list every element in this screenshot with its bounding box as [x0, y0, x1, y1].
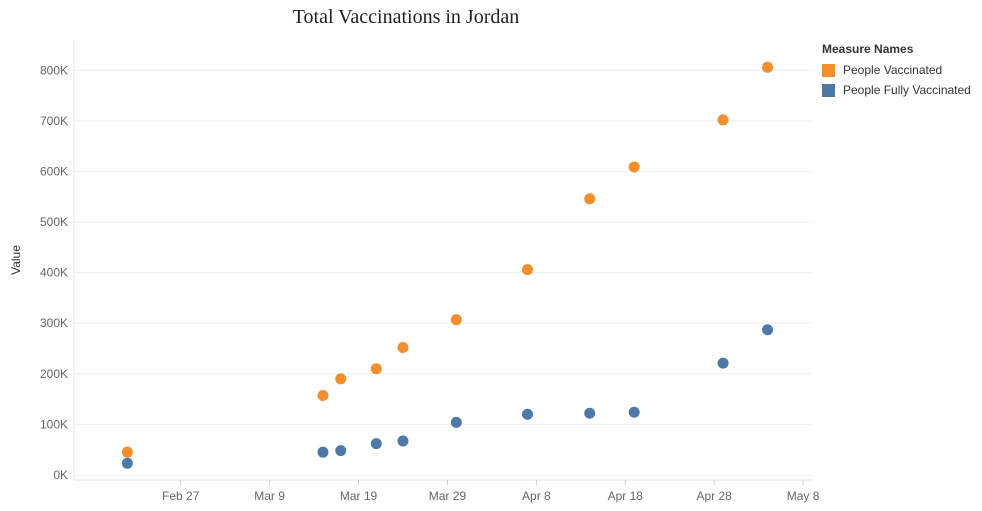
data-point-people-fully-vaccinated — [628, 406, 640, 418]
gridlines — [74, 69, 812, 476]
legend-label-people-vaccinated: People Vaccinated — [843, 63, 943, 77]
data-point-people-fully-vaccinated — [717, 357, 729, 369]
x-tick-label: Mar 29 — [429, 489, 467, 503]
data-point-people-fully-vaccinated — [335, 445, 347, 457]
data-point-people-vaccinated — [370, 363, 382, 375]
x-tick-label: Apr 28 — [697, 489, 733, 503]
data-point-people-fully-vaccinated — [762, 324, 774, 336]
x-tick-label: Mar 9 — [254, 489, 285, 503]
data-point-people-vaccinated — [762, 61, 774, 73]
y-tick-label: 500K — [40, 215, 68, 229]
legend: Measure Names People Vaccinated People F… — [822, 42, 982, 100]
y-tick-label: 800K — [40, 63, 68, 77]
data-point-people-fully-vaccinated — [121, 457, 133, 469]
y-tick-label: 700K — [40, 114, 68, 128]
data-point-people-vaccinated — [450, 314, 462, 326]
data-point-people-fully-vaccinated — [521, 408, 533, 420]
legend-swatch-people-vaccinated — [822, 63, 835, 77]
data-point-people-fully-vaccinated — [370, 438, 382, 450]
legend-swatch-people-fully-vaccinated — [822, 83, 835, 97]
y-tick-label: 0K — [53, 468, 68, 482]
y-tick-label: 300K — [40, 316, 68, 330]
data-point-people-vaccinated — [335, 373, 347, 385]
data-point-people-vaccinated — [628, 161, 640, 173]
axes: 0K 100K 200K 300K 400K 500K 600K 700K 800K Feb 27… — [9, 40, 820, 503]
y-tick-label: 600K — [40, 164, 68, 178]
y-tick-label: 100K — [40, 417, 68, 431]
data-point-people-fully-vaccinated — [317, 446, 329, 458]
y-tick-label: 200K — [40, 367, 68, 381]
x-tick-label: Apr 8 — [522, 489, 551, 503]
legend-title: Measure Names — [822, 42, 914, 56]
x-tick-label: Apr 18 — [608, 489, 644, 503]
data-point-people-vaccinated — [521, 264, 533, 276]
data-point-people-vaccinated — [317, 390, 329, 402]
legend-item-people-vaccinated[interactable]: People Vaccinated — [822, 60, 982, 80]
x-tick-label: Feb 27 — [162, 489, 200, 503]
y-tick-label: 400K — [40, 266, 68, 280]
data-point-people-vaccinated — [717, 114, 729, 126]
data-point-people-vaccinated — [584, 193, 596, 205]
y-axis-title: Value — [9, 245, 23, 275]
x-tick-label: Mar 19 — [340, 489, 378, 503]
x-tick-label: May 8 — [787, 489, 820, 503]
data-point-people-fully-vaccinated — [584, 407, 596, 419]
data-points — [121, 61, 774, 469]
data-point-people-vaccinated — [397, 341, 409, 353]
chart-title: Total Vaccinations in Jordan — [292, 6, 520, 28]
data-point-people-fully-vaccinated — [450, 416, 462, 428]
data-point-people-vaccinated — [121, 446, 133, 458]
data-point-people-fully-vaccinated — [397, 435, 409, 447]
legend-item-people-fully-vaccinated[interactable]: People Fully Vaccinated — [822, 80, 982, 100]
legend-label-people-fully-vaccinated: People Fully Vaccinated — [843, 83, 971, 97]
